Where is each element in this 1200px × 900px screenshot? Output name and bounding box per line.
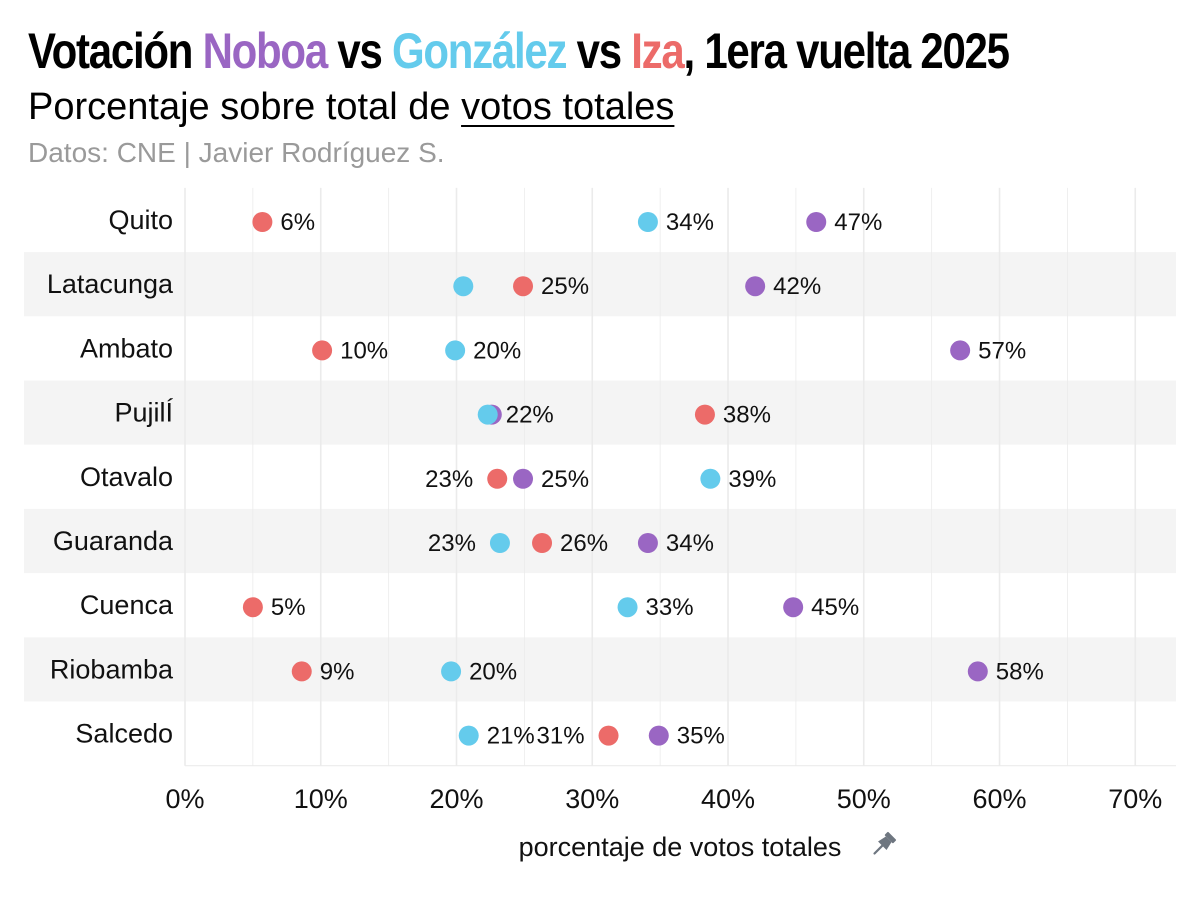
title-prefix: Votación: [28, 23, 203, 79]
title-noboa: Noboa: [202, 23, 329, 79]
dot-gonzalez: [477, 404, 498, 425]
dot-iza: [694, 404, 715, 425]
row-bands: [24, 252, 1176, 702]
x-tick-label: 20%: [429, 784, 483, 814]
value-label: 26%: [560, 530, 608, 557]
value-label: 9%: [320, 658, 355, 685]
value-label: 34%: [666, 209, 714, 236]
x-tick-label: 10%: [294, 784, 348, 814]
data-points: [242, 212, 988, 746]
dot-iza: [291, 661, 312, 682]
dot-noboa: [967, 661, 988, 682]
dot-gonzalez: [453, 276, 474, 297]
x-tick-label: 30%: [565, 784, 619, 814]
value-label: 31%: [537, 723, 585, 750]
dot-gonzalez: [637, 212, 658, 232]
subtitle-prefix: Porcentaje sobre total de: [28, 86, 462, 128]
dot-gonzalez: [441, 661, 462, 682]
dot-noboa: [783, 597, 804, 618]
title-vs-2: vs: [566, 23, 632, 79]
value-label: 47%: [834, 209, 882, 236]
value-label: 34%: [666, 530, 714, 557]
x-tick-label: 0%: [165, 784, 204, 814]
x-tick-label: 70%: [1108, 784, 1162, 814]
title-iza: Iza: [631, 23, 685, 79]
category-label: Otavalo: [80, 462, 173, 492]
value-label: 35%: [677, 723, 725, 750]
category-label: Cuenca: [80, 590, 174, 620]
x-axis-title: porcentaje de votos totales: [519, 832, 842, 862]
category-label: PujilÍ: [114, 398, 173, 428]
dot-iza: [242, 597, 263, 618]
dot-noboa: [806, 212, 827, 232]
value-label: 21%: [487, 723, 535, 750]
value-label: 33%: [646, 594, 694, 621]
dot-iza: [598, 725, 619, 746]
dot-iza: [513, 276, 534, 297]
dot-gonzalez: [458, 725, 479, 746]
row-band: [24, 252, 1176, 317]
title-gonzalez: González: [391, 23, 568, 79]
x-tick-label: 40%: [701, 784, 755, 814]
value-label: 42%: [773, 273, 821, 300]
chart-caption: Datos: CNE | Javier Rodríguez S.: [28, 137, 445, 168]
value-label: 23%: [425, 466, 473, 493]
value-label: 22%: [506, 402, 554, 429]
dot-noboa: [513, 468, 534, 489]
dot-gonzalez: [617, 597, 638, 618]
dot-noboa: [637, 533, 658, 553]
row-band: [24, 380, 1176, 445]
category-label: Guaranda: [53, 526, 174, 556]
value-label: 23%: [428, 530, 476, 557]
value-label: 5%: [271, 594, 306, 621]
x-tick-label: 60%: [972, 784, 1026, 814]
category-label: Ambato: [80, 333, 173, 363]
dot-noboa: [950, 340, 971, 361]
x-tick-labels: 0% 10% 20% 30% 40% 50% 60% 70%: [165, 784, 1162, 814]
chart-subtitle: Porcentaje sobre total de votos totales: [28, 86, 674, 129]
dot-iza: [252, 212, 273, 232]
category-label: Salcedo: [75, 719, 173, 749]
value-label: 39%: [728, 466, 776, 493]
row-band: [24, 508, 1176, 574]
subtitle-underlined: votos totales: [461, 86, 675, 128]
category-label: Latacunga: [47, 269, 174, 299]
value-label: 25%: [541, 273, 589, 300]
dot-iza: [487, 468, 508, 489]
value-label: 57%: [978, 337, 1026, 364]
dot-gonzalez: [445, 340, 466, 361]
category-label: Quito: [108, 205, 173, 235]
x-tick-label: 50%: [837, 784, 891, 814]
dot-gonzalez: [489, 533, 510, 553]
value-label: 10%: [340, 337, 388, 364]
dot-iza: [312, 340, 333, 361]
category-label: Riobamba: [50, 654, 174, 684]
chart-title: Votación Noboa vs González vs Iza, 1era …: [28, 22, 1010, 80]
value-label: 38%: [723, 402, 771, 429]
value-label: 20%: [473, 337, 521, 364]
value-label: 20%: [469, 658, 517, 685]
data-labels: 6% 34% 47% 25% 42% 10% 20% 57% 22% 38% 23% 25% 39% 23…: [271, 209, 1044, 750]
pushpin-icon: [873, 831, 897, 855]
value-label: 45%: [811, 594, 859, 621]
value-label: 25%: [541, 466, 589, 493]
value-label: 58%: [996, 658, 1044, 685]
title-suffix: , 1era vuelta 2025: [683, 23, 1010, 79]
dot-gonzalez: [700, 468, 721, 489]
category-labels: Quito Latacunga Ambato PujilÍ Otavalo Guarand…: [47, 205, 174, 749]
title-vs-1: vs: [326, 23, 392, 79]
value-label: 6%: [280, 209, 315, 236]
dot-iza: [532, 533, 553, 553]
dot-noboa: [745, 276, 766, 297]
dot-noboa: [648, 725, 669, 746]
